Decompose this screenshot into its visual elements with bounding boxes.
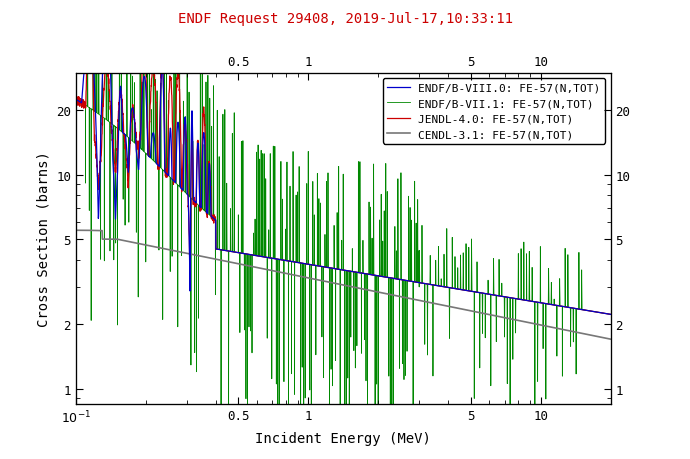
CENDL-3.1: FE-57(N,TOT): (6.48, 2.18): FE-57(N,TOT): (6.48, 2.18) [493, 313, 501, 319]
ENDF/B-VIII.0: FE-57(N,TOT): (10.2, 2.51): FE-57(N,TOT): (10.2, 2.51) [539, 301, 547, 306]
CENDL-3.1: FE-57(N,TOT): (1.14, 3.2): FE-57(N,TOT): (1.14, 3.2) [317, 278, 326, 284]
ENDF/B-VIII.0: FE-57(N,TOT): (0.764, 4.01): FE-57(N,TOT): (0.764, 4.01) [277, 257, 285, 263]
ENDF/B-VIII.0: FE-57(N,TOT): (0.251, 9.9): FE-57(N,TOT): (0.251, 9.9) [165, 174, 173, 179]
CENDL-3.1: FE-57(N,TOT): (17.2, 1.76): FE-57(N,TOT): (17.2, 1.76) [591, 334, 600, 339]
Line: CENDL-3.1: FE-57(N,TOT): CENDL-3.1: FE-57(N,TOT) [76, 231, 611, 339]
ENDF/B-VII.1: FE-57(N,TOT): (1.37, 1.45): FE-57(N,TOT): (1.37, 1.45) [336, 352, 344, 357]
CENDL-3.1: FE-57(N,TOT): (17.1, 1.76): FE-57(N,TOT): (17.1, 1.76) [591, 334, 599, 339]
ENDF/B-VII.1: FE-57(N,TOT): (1.99, 3.37): FE-57(N,TOT): (1.99, 3.37) [373, 274, 382, 279]
Line: ENDF/B-VIII.0: FE-57(N,TOT): ENDF/B-VIII.0: FE-57(N,TOT) [76, 21, 611, 315]
Line: ENDF/B-VII.1: FE-57(N,TOT): ENDF/B-VII.1: FE-57(N,TOT) [76, 0, 611, 459]
ENDF/B-VII.1: FE-57(N,TOT): (20, 2.23): FE-57(N,TOT): (20, 2.23) [607, 312, 615, 318]
CENDL-3.1: FE-57(N,TOT): (1.31, 3.1): FE-57(N,TOT): (1.31, 3.1) [332, 281, 340, 286]
ENDF/B-VIII.0: FE-57(N,TOT): (0.961, 3.84): FE-57(N,TOT): (0.961, 3.84) [300, 261, 308, 267]
CENDL-3.1: FE-57(N,TOT): (0.1, 5.5): FE-57(N,TOT): (0.1, 5.5) [72, 228, 80, 234]
Text: ENDF Request 29408, 2019-Jul-17,10:33:11: ENDF Request 29408, 2019-Jul-17,10:33:11 [177, 11, 513, 25]
Y-axis label: Cross Section (barns): Cross Section (barns) [37, 151, 50, 326]
ENDF/B-VIII.0: FE-57(N,TOT): (0.135, 52.7): FE-57(N,TOT): (0.135, 52.7) [102, 18, 110, 24]
ENDF/B-VII.1: FE-57(N,TOT): (0.565, 4.23): FE-57(N,TOT): (0.565, 4.23) [246, 252, 255, 258]
ENDF/B-VII.1: FE-57(N,TOT): (0.102, 22.2): FE-57(N,TOT): (0.102, 22.2) [74, 99, 82, 104]
Line: JENDL-4.0: FE-57(N,TOT): JENDL-4.0: FE-57(N,TOT) [76, 1, 611, 315]
ENDF/B-VII.1: FE-57(N,TOT): (1.17, 3.71): FE-57(N,TOT): (1.17, 3.71) [320, 264, 328, 270]
JENDL-4.0: FE-57(N,TOT): (0.183, 13.8): FE-57(N,TOT): (0.183, 13.8) [133, 143, 141, 148]
ENDF/B-VIII.0: FE-57(N,TOT): (18.1, 2.27): FE-57(N,TOT): (18.1, 2.27) [596, 310, 604, 316]
JENDL-4.0: FE-57(N,TOT): (0.1, 21.6): FE-57(N,TOT): (0.1, 21.6) [72, 101, 80, 107]
ENDF/B-VII.1: FE-57(N,TOT): (2.41, 3.26): FE-57(N,TOT): (2.41, 3.26) [393, 277, 401, 282]
JENDL-4.0: FE-57(N,TOT): (18.1, 2.27): FE-57(N,TOT): (18.1, 2.27) [596, 310, 604, 316]
CENDL-3.1: FE-57(N,TOT): (0.131, 5): FE-57(N,TOT): (0.131, 5) [99, 237, 108, 242]
ENDF/B-VIII.0: FE-57(N,TOT): (0.183, 12.1): FE-57(N,TOT): (0.183, 12.1) [133, 155, 141, 160]
ENDF/B-VII.1: FE-57(N,TOT): (0.1, 22.5): FE-57(N,TOT): (0.1, 22.5) [72, 97, 80, 103]
Legend: ENDF/B-VIII.0: FE-57(N,TOT), ENDF/B-VII.1: FE-57(N,TOT), JENDL-4.0: FE-57(N,TOT): ENDF/B-VIII.0: FE-57(N,TOT), ENDF/B-VII.… [383, 79, 605, 145]
JENDL-4.0: FE-57(N,TOT): (20, 2.23): FE-57(N,TOT): (20, 2.23) [607, 312, 615, 318]
ENDF/B-VIII.0: FE-57(N,TOT): (20, 2.23): FE-57(N,TOT): (20, 2.23) [607, 312, 615, 318]
JENDL-4.0: FE-57(N,TOT): (0.115, 65.5): FE-57(N,TOT): (0.115, 65.5) [86, 0, 94, 4]
JENDL-4.0: FE-57(N,TOT): (0.764, 4.01): FE-57(N,TOT): (0.764, 4.01) [277, 257, 285, 263]
JENDL-4.0: FE-57(N,TOT): (0.251, 20.6): FE-57(N,TOT): (0.251, 20.6) [165, 106, 173, 111]
CENDL-3.1: FE-57(N,TOT): (20, 1.7): FE-57(N,TOT): (20, 1.7) [607, 336, 615, 342]
JENDL-4.0: FE-57(N,TOT): (0.961, 3.84): FE-57(N,TOT): (0.961, 3.84) [300, 261, 308, 267]
X-axis label: Incident Energy (MeV): Incident Energy (MeV) [255, 431, 431, 445]
ENDF/B-VIII.0: FE-57(N,TOT): (0.1, 22.5): FE-57(N,TOT): (0.1, 22.5) [72, 97, 80, 103]
JENDL-4.0: FE-57(N,TOT): (10.2, 2.51): FE-57(N,TOT): (10.2, 2.51) [539, 301, 547, 306]
